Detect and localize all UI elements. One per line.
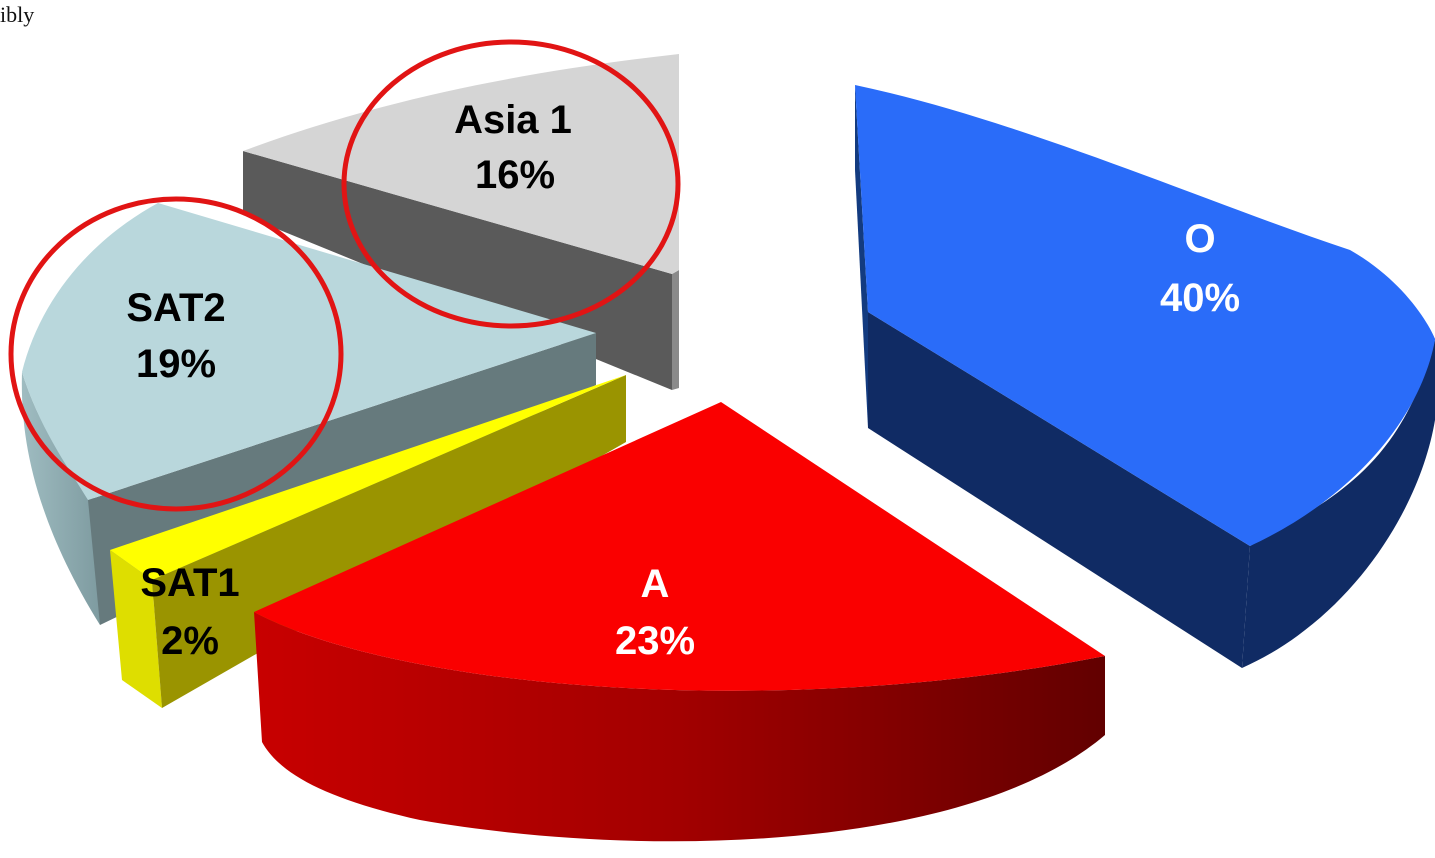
slice-o xyxy=(855,85,1435,668)
slice-sat1-rim xyxy=(110,550,162,708)
slice-a-rim xyxy=(254,612,1105,842)
slice-a-top xyxy=(254,402,1105,691)
slice-o-top xyxy=(855,85,1435,546)
slice-a xyxy=(254,402,1105,842)
corner-text-fragment: ibly xyxy=(0,2,35,27)
slice-o-rim xyxy=(1242,340,1435,668)
label-a-pct: 23% xyxy=(615,619,695,663)
slice-asia1-top xyxy=(243,54,679,274)
label-o-pct: 40% xyxy=(1160,276,1240,320)
slice-sat2-rim xyxy=(21,372,101,625)
slice-sat2-top xyxy=(22,203,596,500)
slice-sat1-top xyxy=(110,375,626,580)
highlight-circle-asia1 xyxy=(341,39,681,329)
slice-asia1-edge xyxy=(672,270,679,390)
highlight-circle-sat2 xyxy=(8,196,344,512)
slice-o-side xyxy=(855,85,868,428)
label-sat2-pct: 19% xyxy=(136,342,216,386)
label-asia1-pct: 16% xyxy=(475,153,555,197)
label-o-name: O xyxy=(1184,217,1215,261)
label-sat2-name: SAT2 xyxy=(126,286,225,330)
label-sat1-pct: 2% xyxy=(161,619,219,663)
label-a-name: A xyxy=(641,562,670,606)
label-sat1-name: SAT1 xyxy=(140,561,239,605)
slice-o-inner xyxy=(868,312,1250,668)
label-asia1-name: Asia 1 xyxy=(454,98,572,142)
